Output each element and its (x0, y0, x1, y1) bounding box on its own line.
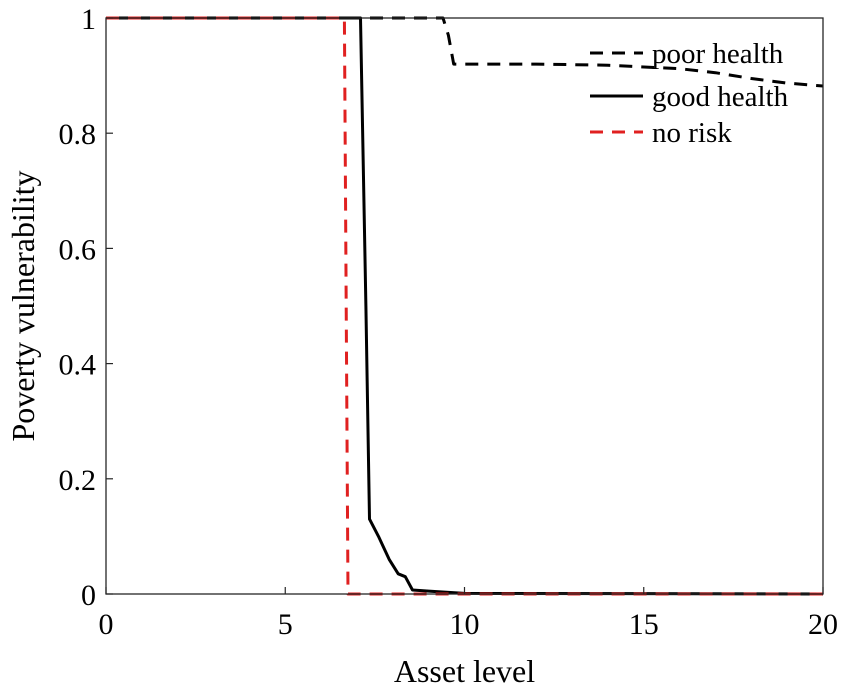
series-line-poor-health (106, 16, 824, 88)
y-tick-label: 0.2 (59, 464, 97, 497)
y-tick-label: 0.6 (59, 233, 97, 266)
legend-label-no-risk: no risk (652, 117, 732, 149)
x-tick-label: 5 (278, 608, 293, 641)
x-axis-title: Asset level (394, 653, 535, 689)
ticks-layer: 0 5 10 15 20 0 0.2 0.4 0.6 0.8 1 (59, 3, 839, 641)
y-tick-label: 0.8 (59, 118, 97, 151)
y-axis-title: Poverty vulnerability (5, 170, 41, 441)
legend-label-good-health: good health (652, 81, 789, 113)
legend-label-poor-health: poor health (652, 38, 784, 70)
x-tick-label: 15 (629, 608, 659, 641)
legend: poor health good health no risk (590, 38, 789, 149)
x-tick-label: 0 (99, 608, 114, 641)
series-line-good-health (106, 16, 824, 596)
y-tick-label: 1 (81, 3, 96, 36)
y-tick-label: 0.4 (59, 349, 97, 382)
x-tick-label: 10 (450, 608, 480, 641)
y-tick-label: 0 (81, 579, 96, 612)
x-tick-label: 20 (808, 608, 838, 641)
